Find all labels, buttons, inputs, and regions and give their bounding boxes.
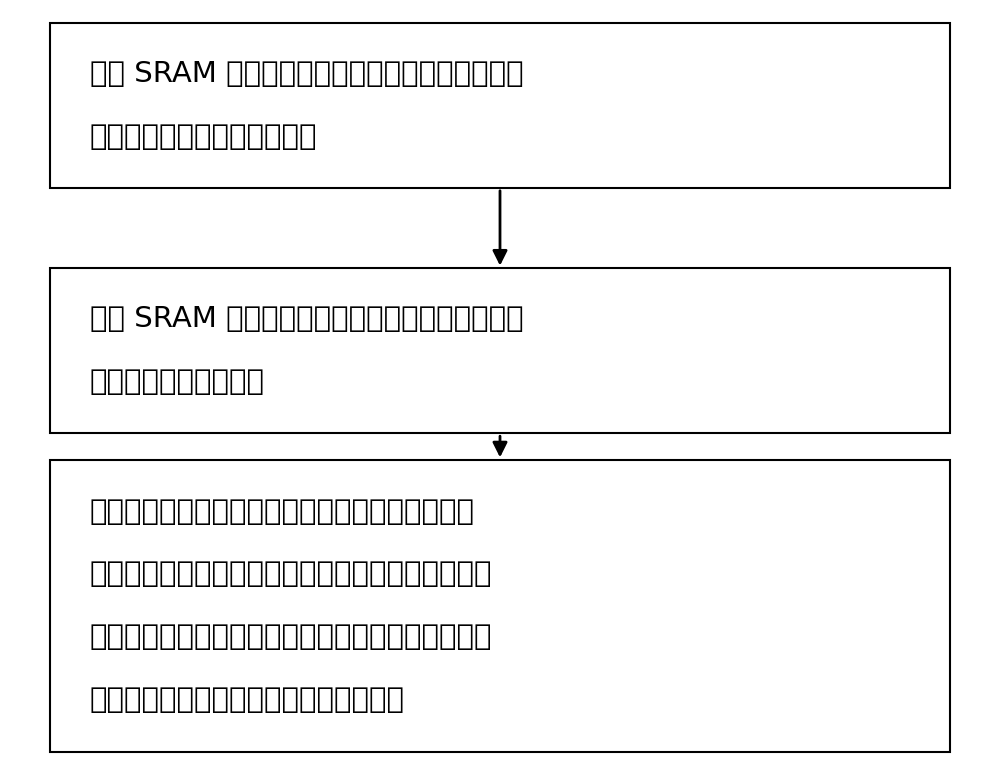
FancyBboxPatch shape: [50, 460, 950, 752]
Text: 址的待检引脚组中引脚间具有短路故障。: 址的待检引脚组中引脚间具有短路故障。: [90, 686, 405, 714]
Text: 获得 SRAM 芯片的起始地址，并确定所有与待检引: 获得 SRAM 芯片的起始地址，并确定所有与待检引: [90, 305, 524, 334]
FancyBboxPatch shape: [50, 23, 950, 188]
Text: 据，若起始地址中的数据发生变化则与该对应相关地: 据，若起始地址中的数据发生变化则与该对应相关地: [90, 624, 492, 651]
Text: 脚间可能短路的待检引脚组；: 脚间可能短路的待检引脚组；: [90, 123, 318, 151]
Text: 脚组相对应的相关地址: 脚组相对应的相关地址: [90, 368, 265, 397]
Text: 根据 SRAM 芯片地址引脚的排列特性，列出地址引: 根据 SRAM 芯片地址引脚的排列特性，列出地址引: [90, 60, 524, 88]
Text: 的校验数据，比较校验数据写入前后起始地址中的数: 的校验数据，比较校验数据写入前后起始地址中的数: [90, 561, 492, 588]
Text: 依次向所有相关地址中写入与起始地址中数据不同: 依次向所有相关地址中写入与起始地址中数据不同: [90, 498, 475, 525]
FancyBboxPatch shape: [50, 268, 950, 433]
